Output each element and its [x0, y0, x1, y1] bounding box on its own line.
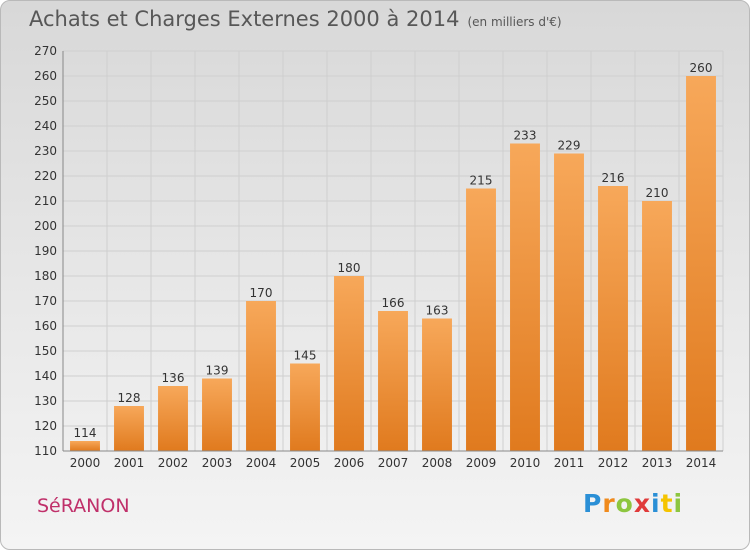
- x-tick-label: 2004: [246, 456, 277, 470]
- x-tick-label: 2008: [422, 456, 453, 470]
- bar-2011: [554, 153, 584, 451]
- y-tick-label: 270: [34, 44, 57, 58]
- title-row: Achats et Charges Externes 2000 à 2014 (e…: [29, 7, 562, 31]
- x-tick-label: 2009: [466, 456, 497, 470]
- value-label: 128: [118, 391, 141, 405]
- x-tick-label: 2005: [290, 456, 321, 470]
- logo-letter: i: [651, 489, 661, 518]
- x-tick-label: 2010: [510, 456, 541, 470]
- logo-letter: P: [583, 489, 603, 518]
- bar-2008: [422, 318, 452, 451]
- y-tick-label: 150: [34, 344, 57, 358]
- x-tick-label: 2006: [334, 456, 365, 470]
- bar-2003: [202, 378, 232, 451]
- x-tick-label: 2002: [158, 456, 189, 470]
- y-tick-label: 140: [34, 369, 57, 383]
- bar-layer: [70, 76, 716, 451]
- value-label: 229: [558, 139, 581, 153]
- value-label: 166: [382, 296, 405, 310]
- value-label: 180: [338, 261, 361, 275]
- axis-layer: 110 120 130 140 150 160 170 180 190 200 210 220 230 2…: [34, 44, 723, 470]
- y-tick-label: 250: [34, 94, 57, 108]
- y-tick-label: 160: [34, 319, 57, 333]
- chart-title: Achats et Charges Externes 2000 à 2014: [29, 7, 460, 31]
- bar-2012: [598, 186, 628, 451]
- y-tick-label: 120: [34, 419, 57, 433]
- y-tick-label: 230: [34, 144, 57, 158]
- value-label: 215: [470, 174, 493, 188]
- value-label: 216: [602, 171, 625, 185]
- bar-2009: [466, 188, 496, 451]
- value-label: 139: [206, 364, 229, 378]
- value-label: 260: [690, 61, 713, 75]
- bar-2006: [334, 276, 364, 451]
- y-tick-label: 220: [34, 169, 57, 183]
- x-tick-label: 2011: [554, 456, 585, 470]
- value-label: 163: [426, 304, 449, 318]
- y-tick-label: 190: [34, 244, 57, 258]
- bar-2007: [378, 311, 408, 451]
- x-tick-label: 2012: [598, 456, 629, 470]
- logo-letter: t: [660, 489, 674, 518]
- x-tick-label: 2014: [686, 456, 717, 470]
- x-tick-label: 2003: [202, 456, 233, 470]
- y-tick-label: 130: [34, 394, 57, 408]
- y-tick-label: 240: [34, 119, 57, 133]
- value-label: 210: [646, 186, 669, 200]
- y-tick-label: 210: [34, 194, 57, 208]
- value-label: 233: [514, 129, 537, 143]
- x-tick-label: 2000: [70, 456, 101, 470]
- bar-2001: [114, 406, 144, 451]
- logo-letter: r: [602, 489, 616, 518]
- logo-letter: o: [615, 489, 634, 518]
- bar-2010: [510, 143, 540, 451]
- bar-2013: [642, 201, 672, 451]
- x-tick-label: 2007: [378, 456, 409, 470]
- logo-letter: x: [633, 489, 651, 518]
- value-label: 145: [294, 349, 317, 363]
- value-label: 170: [250, 286, 273, 300]
- bar-2005: [290, 363, 320, 451]
- x-tick-label: 2001: [114, 456, 145, 470]
- proxiti-logo: Proxiti: [583, 489, 683, 518]
- y-tick-label: 170: [34, 294, 57, 308]
- y-tick-label: 110: [34, 444, 57, 458]
- chart-subtitle: (en milliers d'€): [467, 15, 562, 29]
- label-layer: 114 128 136 139 170 145 180 166 163 215 233 229 216 2…: [74, 61, 713, 440]
- bar-2002: [158, 386, 188, 451]
- x-tick-label: 2013: [642, 456, 673, 470]
- y-tick-label: 260: [34, 69, 57, 83]
- logo-letter: i: [673, 489, 684, 518]
- bar-2004: [246, 301, 276, 451]
- value-label: 114: [74, 426, 97, 440]
- bar-2000: [70, 441, 100, 451]
- y-tick-label: 180: [34, 269, 57, 283]
- y-tick-label: 200: [34, 219, 57, 233]
- bar-2014: [686, 76, 716, 451]
- commune-name: SéRANON: [37, 495, 130, 517]
- value-label: 136: [162, 371, 185, 385]
